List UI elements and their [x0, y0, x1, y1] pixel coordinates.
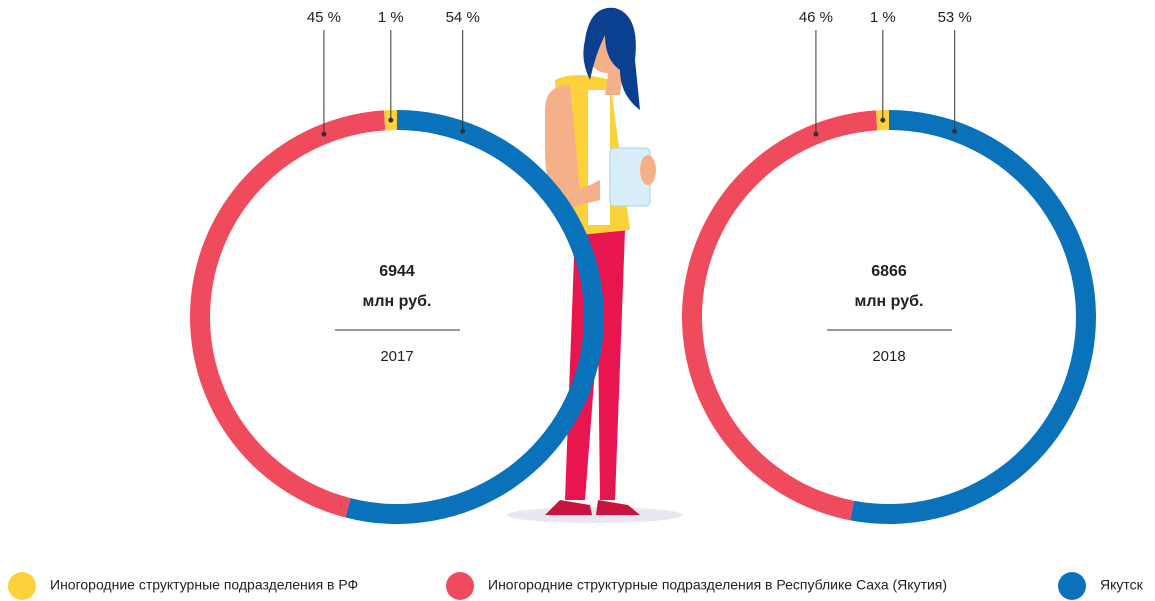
donut-segment: [190, 110, 386, 518]
value-label: 53 %: [938, 9, 972, 26]
legend-swatch: [446, 572, 474, 600]
leader-dot: [952, 128, 958, 134]
value-label: 46 %: [799, 9, 833, 26]
value-label: 1 %: [378, 9, 404, 26]
total-unit: млн руб.: [363, 293, 432, 310]
total-value: 6866: [871, 263, 907, 280]
total-value: 6944: [379, 263, 415, 280]
year-label: 2018: [872, 348, 905, 365]
donut-segment: [682, 110, 878, 521]
leader-dot: [460, 128, 466, 134]
legend-swatch: [8, 572, 36, 600]
legend-swatch: [1058, 572, 1086, 600]
donut-segment: [850, 110, 1097, 524]
year-label: 2017: [380, 348, 413, 365]
leader-dot: [813, 131, 819, 137]
total-unit: млн руб.: [855, 293, 924, 310]
donut-chart: 53 % 46 % 1 % 6866 млн руб. 2018: [682, 9, 1097, 524]
illustration: [507, 7, 683, 523]
leader-dot: [388, 117, 394, 123]
leader-dot: [321, 131, 327, 137]
charts: 54 % 45 % 1 % 6944 млн руб. 2017 53 % 46 % 1 % 68…: [190, 9, 1097, 525]
value-label: 54 %: [446, 9, 480, 26]
leader-dot: [880, 117, 886, 123]
donut-chart: 54 % 45 % 1 % 6944 млн руб. 2017: [190, 9, 604, 525]
legend-label: Иногородние структурные подразделения в …: [488, 577, 947, 593]
value-label: 1 %: [870, 9, 896, 26]
value-label: 45 %: [307, 9, 341, 26]
legend-label: Иногородние структурные подразделения в …: [50, 577, 358, 593]
legend: Иногородние структурные подразделения в …: [8, 572, 1144, 600]
legend-label: Якутск: [1100, 577, 1144, 593]
